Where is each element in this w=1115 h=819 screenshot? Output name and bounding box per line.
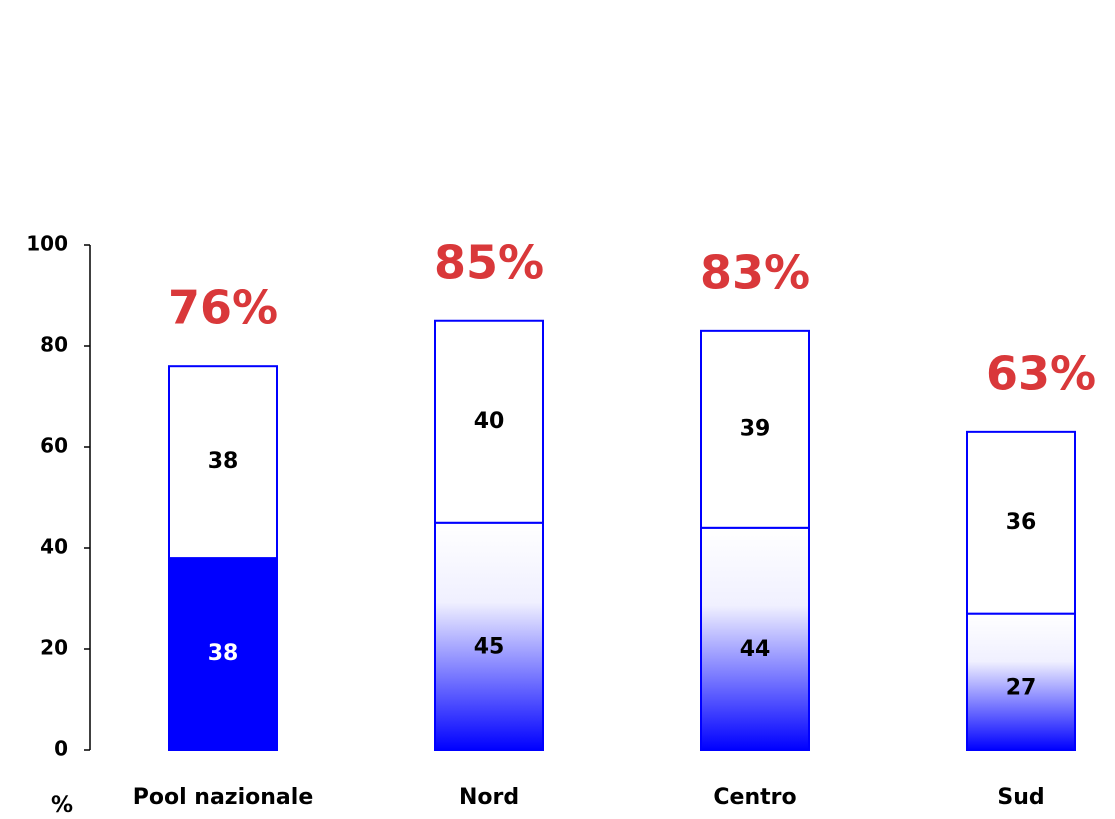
bar-segment — [168, 365, 278, 560]
total-label: 76% — [168, 281, 278, 335]
y-tick-label: 60 — [40, 434, 68, 458]
y-tick-label: 0 — [54, 737, 68, 761]
x-tick-label: Sud — [997, 785, 1044, 810]
data-label: 39 — [740, 416, 771, 441]
data-label: 40 — [474, 409, 505, 434]
data-label: 45 — [474, 635, 505, 660]
total-label: 85% — [434, 235, 544, 289]
total-label: 83% — [700, 245, 810, 299]
bar-segment — [700, 526, 810, 751]
bar-segment — [434, 521, 544, 751]
bar-segment — [168, 557, 278, 751]
y-tick-label: 100 — [26, 232, 68, 256]
x-tick-label: Nord — [459, 785, 519, 810]
x-tick-label: Centro — [713, 785, 796, 810]
data-label: 38 — [208, 641, 239, 666]
bar-segment — [700, 329, 810, 529]
data-label: 36 — [1006, 510, 1037, 535]
data-label: 44 — [740, 637, 771, 662]
bar-segment — [434, 319, 544, 524]
data-label: 38 — [208, 449, 239, 474]
bar-segment — [966, 612, 1076, 752]
y-axis-label: % — [51, 793, 73, 818]
y-tick-label: 80 — [40, 333, 68, 357]
y-tick-label: 20 — [40, 636, 68, 660]
data-label: 27 — [1006, 676, 1037, 701]
bar-segment — [966, 430, 1076, 615]
y-tick-label: 40 — [40, 535, 68, 559]
x-tick-label: Pool nazionale — [133, 785, 314, 810]
total-label: 63% — [986, 346, 1096, 400]
